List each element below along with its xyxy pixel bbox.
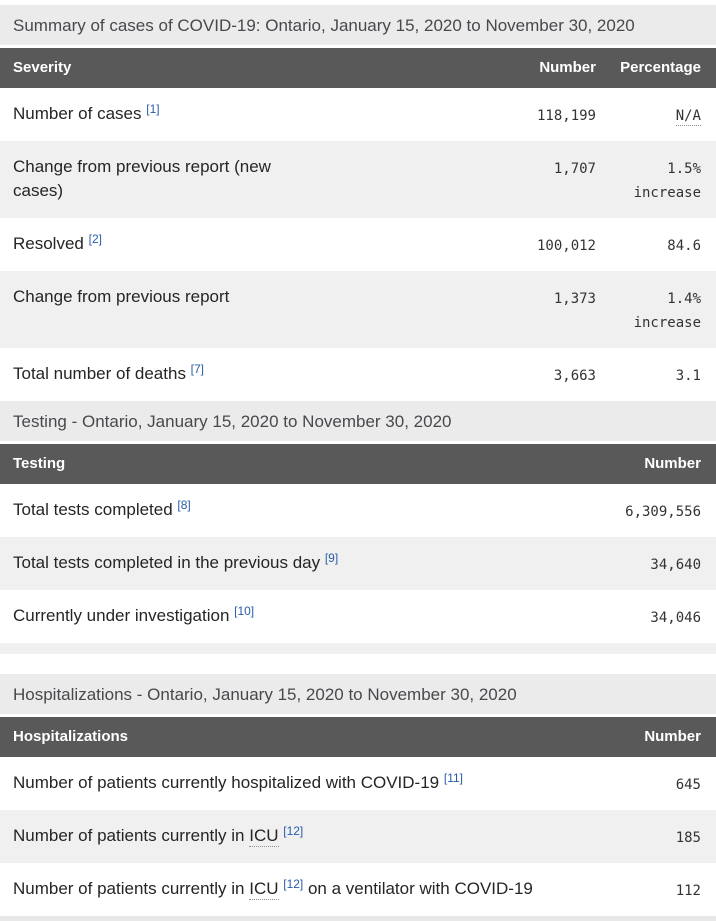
table-row: Currently under investigation [10] 34,046 — [0, 590, 716, 643]
row-label-text: Number of patients currently in ICU [12] — [13, 824, 603, 848]
table-row: Number of patients currently in ICU [12]… — [0, 863, 716, 916]
row-label-text: Number of cases [1] — [13, 102, 292, 126]
number-cell: 34,640 — [650, 557, 701, 573]
row-label: Number of patients currently in ICU [12] — [0, 810, 611, 863]
percentage-cell: 84.6 — [667, 238, 701, 254]
row-label-text: Change from previous report (new cases) — [13, 155, 292, 203]
column-header-number: Number — [611, 444, 716, 484]
footnote-link[interactable]: [8] — [177, 498, 191, 512]
column-header-hospitalizations: Hospitalizations — [0, 717, 611, 757]
abbreviation: ICU — [249, 826, 279, 847]
table-row: Number of patients currently in ICU [12]… — [0, 810, 716, 863]
row-label-text: Total tests completed [8] — [13, 498, 603, 522]
abbreviation: ICU — [249, 879, 279, 900]
label-text: Total tests completed — [13, 500, 178, 519]
label-text: Number of patients currently in — [13, 826, 250, 845]
footnote-link[interactable]: [10] — [234, 604, 255, 618]
percentage-cell: 3.1 — [675, 368, 701, 384]
number-cell: 1,707 — [553, 161, 596, 177]
footnote-link[interactable]: [9] — [324, 551, 339, 565]
number-cell: 118,199 — [536, 108, 596, 124]
footnote-link[interactable]: [1] — [146, 102, 160, 116]
number-cell: 34,046 — [650, 610, 701, 626]
footnote-link[interactable]: [2] — [88, 232, 102, 246]
row-label: Number of patients currently hospitalize… — [0, 757, 611, 810]
label-text: Currently under investigation — [13, 606, 235, 625]
row-label: Total tests completed [8] — [0, 484, 611, 537]
table-section: Summary of cases of COVID-19: Ontario, J… — [0, 5, 716, 401]
number-cell: 6,309,556 — [625, 504, 701, 520]
row-label-text: Resolved [2] — [13, 232, 292, 256]
table-row: Change from previous report 1,373 1.4% inc… — [0, 271, 716, 348]
table-row: Number of cases [1] 118,199 N/A — [0, 88, 716, 141]
label-text: Total tests completed in the previous da… — [13, 553, 325, 572]
table-row: Number of patients currently hospitalize… — [0, 757, 716, 810]
footnote-link[interactable]: [12] — [283, 824, 304, 838]
footnote-link[interactable]: [11] — [443, 771, 463, 785]
label-text: Number of patients currently hospitalize… — [13, 773, 444, 792]
data-table: Testing Number Total tests completed [8] 6,… — [0, 444, 716, 643]
abbreviation: N/A — [675, 108, 701, 126]
label-text: Change from previous report (new cases) — [13, 157, 276, 200]
footnote-link[interactable]: [7] — [190, 362, 205, 376]
table-caption: Hospitalizations - Ontario, January 15, … — [0, 674, 716, 714]
row-label: Change from previous report (new cases) — [0, 141, 300, 218]
label-text: Change from previous report — [13, 287, 230, 306]
row-label: Resolved [2] — [0, 218, 300, 271]
percentage-cell: N/A — [598, 88, 716, 141]
number-cell: 3,663 — [553, 368, 596, 384]
row-label-text: Number of patients currently in ICU [12]… — [13, 877, 603, 901]
table-row: Total tests completed [8] 6,309,556 — [0, 484, 716, 537]
table-section: Testing - Ontario, January 15, 2020 to N… — [0, 401, 716, 674]
label-text: Total number of deaths — [13, 364, 191, 383]
row-label-text: Total tests completed in the previous da… — [13, 551, 603, 575]
row-label-text: Change from previous report — [13, 285, 292, 309]
data-table: Severity Number Percentage Number of cases … — [0, 48, 716, 401]
data-table: Hospitalizations Number Number of patients… — [0, 717, 716, 916]
row-label: Total number of deaths [7] — [0, 348, 300, 401]
column-header-number: Number — [611, 717, 716, 757]
percentage-cell: 1.4% increase — [633, 291, 701, 331]
section-gap — [0, 654, 716, 674]
column-header-severity: Severity — [0, 48, 300, 88]
column-header-number: Number — [300, 48, 598, 88]
column-header-testing: Testing — [0, 444, 611, 484]
column-header-percentage: Percentage — [598, 48, 716, 88]
next-table-partial-stripe — [0, 916, 716, 921]
header-row: Hospitalizations Number — [0, 717, 716, 757]
table-row: Change from previous report (new cases) 1… — [0, 141, 716, 218]
row-label-text: Total number of deaths [7] — [13, 362, 292, 386]
row-label: Total tests completed in the previous da… — [0, 537, 611, 590]
label-text: Number of cases — [13, 104, 147, 123]
table-caption: Testing - Ontario, January 15, 2020 to N… — [0, 401, 716, 441]
number-cell: 185 — [675, 830, 701, 846]
number-cell: 112 — [675, 883, 701, 899]
header-row: Testing Number — [0, 444, 716, 484]
row-label: Change from previous report — [0, 271, 300, 348]
number-cell: 100,012 — [536, 238, 596, 254]
table-row: Total number of deaths [7] 3,663 3.1 — [0, 348, 716, 401]
footnote-link[interactable]: [12] — [283, 877, 304, 891]
table-end-stripe — [0, 643, 716, 654]
row-label: Number of patients currently in ICU [12]… — [0, 863, 611, 916]
percentage-cell: 1.5% increase — [633, 161, 701, 201]
table-caption: Summary of cases of COVID-19: Ontario, J… — [0, 5, 716, 45]
row-label-text: Currently under investigation [10] — [13, 604, 603, 628]
number-cell: 1,373 — [553, 291, 596, 307]
header-row: Severity Number Percentage — [0, 48, 716, 88]
row-label-text: Number of patients currently hospitalize… — [13, 771, 603, 795]
table-row: Total tests completed in the previous da… — [0, 537, 716, 590]
number-cell: 645 — [675, 777, 701, 793]
label-text: Resolved — [13, 234, 89, 253]
report-tables: Summary of cases of COVID-19: Ontario, J… — [0, 5, 716, 921]
row-label: Number of cases [1] — [0, 88, 300, 141]
table-row: Resolved [2] 100,012 84.6 — [0, 218, 716, 271]
row-label: Currently under investigation [10] — [0, 590, 611, 643]
table-section: Hospitalizations - Ontario, January 15, … — [0, 674, 716, 916]
